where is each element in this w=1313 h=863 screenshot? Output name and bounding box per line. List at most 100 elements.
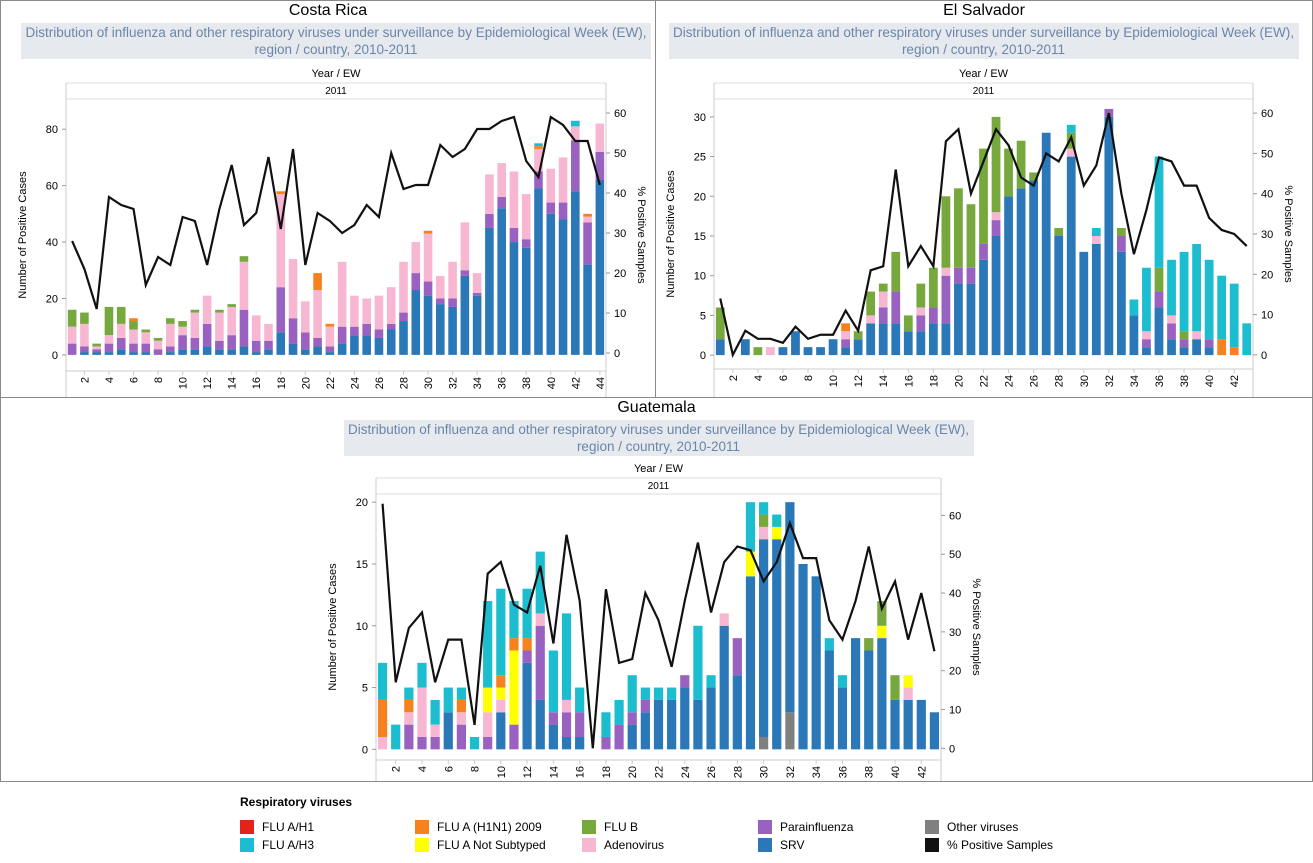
x-tick-label: 30 [759,766,771,778]
bar-segment [1192,339,1201,356]
bar-segment [80,352,89,355]
bar-segment [785,712,795,750]
bar-segment [129,321,138,330]
bar-segment [399,261,408,313]
y-tick-label: 5 [362,683,368,695]
y2-tick-label: 20 [614,268,626,280]
bar-segment [991,212,1001,221]
x-tick-label: 2 [728,375,740,381]
bar-segment [496,588,506,676]
bar-segment [841,339,851,348]
bar-segment [706,687,716,750]
bar-segment [785,502,795,713]
bar-segment [497,208,506,355]
x-tick-label: 18 [928,375,940,387]
legend-swatch [758,820,772,834]
bar-segment [877,601,887,626]
bar-segment [391,724,401,750]
y-tick-label: 5 [700,310,706,322]
legend-label: Other viruses [947,820,1019,834]
bar-segment [1116,228,1126,236]
bar-segment [404,712,414,725]
bar-segment [239,256,249,262]
chart-title: Guatemala [617,399,696,416]
bar-segment [759,502,769,515]
bar-segment [215,349,224,355]
bar-segment [979,148,988,244]
y-tick-label: 10 [694,271,706,283]
bar-segment [595,123,605,152]
x-tick-label: 32 [448,377,460,389]
bar-segment [595,179,605,355]
bar-segment [1154,291,1164,308]
bar-segment [1029,180,1039,356]
bar-segment [627,724,637,750]
bar-segment [116,323,126,338]
bar-segment [811,576,821,750]
y2-tick-label: 40 [614,188,626,200]
bar-segment [521,194,531,240]
bar-segment [561,699,572,713]
bar-segment [264,349,273,355]
bar-segment [1167,315,1176,324]
x-tick-label: 36 [837,766,849,778]
bar-segment [535,613,545,626]
bar-segment [116,349,126,355]
y2-tick-label: 30 [1261,229,1273,241]
bar-segment [1229,283,1239,348]
y2-tick-label: 40 [1261,189,1273,201]
bar-segment [215,340,224,350]
line-series [719,112,1248,359]
legend-swatch [582,820,596,834]
bar-segment [215,312,224,341]
bar-segment [954,188,963,268]
bar-segment [202,295,212,324]
bar-segment [571,191,580,355]
chart: Year / EW 2011 0 5 10 15 20 0 10 20 30 40 50 60 Number… [327,463,982,781]
x-tick-label: 26 [1029,375,1041,387]
bar-segment [141,352,151,355]
bar-segment [377,662,388,700]
bar-segment [116,306,126,324]
bar-segment [991,235,1001,356]
bar-segment [485,174,494,214]
x-tick-label: 42 [1229,375,1241,387]
y-tick-label: 30 [694,112,706,124]
bar-segment [443,712,453,750]
y2-tick-label: 0 [1261,350,1267,362]
bar-segment [1217,275,1227,340]
bar-segment [1091,235,1101,244]
bar-segment [571,126,580,141]
y-tick-label: 0 [700,350,706,362]
bar-segment [759,539,769,737]
bar-segment [483,736,493,750]
bar-segment [824,638,834,651]
bar-segment [325,346,335,353]
chart-panel: Year / EW 2011 0 5 10 15 20 0 10 20 30 40 50 60 Number… [0,397,1313,782]
bar-segment [362,323,371,336]
bar-segment [561,736,572,750]
bar-segment [1004,148,1013,197]
x-tick-label: 26 [374,377,386,389]
bar-segment [460,222,470,271]
bar-segment [496,699,506,713]
bar-segment [745,576,756,750]
bar-segment [251,340,261,353]
bar-segment [979,243,988,260]
y2-axis-label: % Positive Samples [1282,185,1294,283]
bar-segment [448,306,457,355]
bar-segment [719,613,729,626]
bar-segment [362,335,371,355]
bar-segment [841,347,851,356]
bar-segment [227,306,236,336]
x-group-label: 2011 [325,86,347,97]
bar-segment [325,326,335,347]
bar-segment [916,283,926,308]
bar-segment [991,116,1001,213]
bar-segment [190,349,200,355]
y-tick-label: 80 [46,124,58,136]
bar-segment [80,312,89,324]
legend-label: SRV [780,838,805,852]
y-axis-label: Number of Positive Cases [665,170,677,298]
bar-segment [680,675,690,688]
